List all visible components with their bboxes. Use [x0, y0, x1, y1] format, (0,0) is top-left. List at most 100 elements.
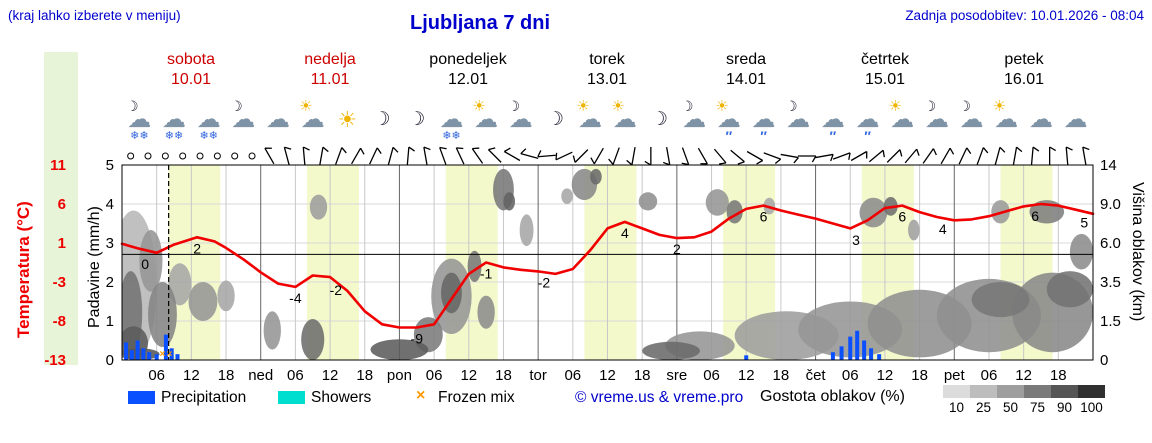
x-tick-label: 18	[495, 367, 512, 384]
weather-icon: ☽ ☁	[920, 99, 954, 146]
x-tick-label: pon	[387, 367, 412, 384]
day-date: 15.01	[864, 71, 906, 88]
calm-wind-icon	[231, 152, 239, 160]
x-tick-label: 06	[842, 367, 859, 384]
wind-barb-icon	[916, 148, 920, 156]
weather-icon: ☽ ☁	[781, 99, 815, 146]
snow-icon: ❄❄	[442, 130, 461, 142]
cloud-blob	[1046, 271, 1093, 308]
calm-wind-icon	[144, 152, 152, 160]
density-tick-label: 75	[1029, 400, 1046, 415]
precip-bar	[869, 348, 874, 360]
weather-icon: ☁ ❄❄	[192, 100, 226, 146]
sun-icon: ☀	[611, 98, 625, 115]
cloud-icon: ☁	[1063, 106, 1088, 133]
cloud-icon: ☁	[890, 106, 915, 133]
wind-barb-icon	[1082, 146, 1090, 151]
cloud-blob	[477, 295, 495, 329]
cloud-blob	[370, 339, 429, 360]
x-tick-label: čet	[806, 367, 827, 384]
x-tick-label: 18	[773, 367, 790, 384]
cloud-icon: ☁	[300, 106, 325, 133]
wind-barb-icon	[471, 148, 484, 164]
day-name: petek	[1004, 51, 1044, 68]
sun-icon: ☀	[472, 98, 486, 115]
x-tick-label: 06	[148, 367, 165, 384]
temp-tick-label: 11	[50, 157, 66, 174]
day-date: 10.01	[170, 71, 212, 88]
drizzle-icon: ″	[829, 128, 837, 144]
cloud-icon: ☁	[855, 106, 880, 133]
wind-barb-icon	[351, 147, 362, 165]
moon-icon: ☽	[546, 109, 564, 130]
credit-link[interactable]: © vreme.us & vreme.pro	[575, 389, 744, 406]
day-header-petek: petek 16.01	[954, 50, 1094, 90]
wind-barb-icon	[1012, 147, 1018, 165]
plot-frame	[121, 164, 1094, 361]
temperature-value-label: -2	[538, 274, 551, 290]
x-tick-label: 12	[738, 367, 755, 384]
density-swatch	[997, 385, 1024, 398]
wind-barb-icon	[1082, 147, 1087, 165]
wind-barb-icon	[423, 147, 428, 165]
x-tick-label: 12	[599, 367, 616, 384]
x-tick-label: 06	[287, 367, 304, 384]
moon-icon: ☽	[784, 98, 798, 114]
temperature-value-label: 3	[852, 232, 860, 248]
wind-barb-icon	[815, 153, 834, 159]
sun-icon: ☀	[337, 107, 358, 132]
wind-barb-icon	[555, 151, 573, 161]
cloud-icon: ☁	[266, 106, 291, 133]
moon-icon: ☽	[230, 98, 243, 114]
precip-tick-label: 3	[106, 235, 114, 252]
wind-barb-icon	[774, 158, 782, 165]
day-date: 11.01	[310, 71, 350, 88]
legend-frozen-label: Frozen mix	[438, 389, 515, 406]
temp-tick-label: 6	[58, 196, 66, 213]
wind-barb-icon	[932, 148, 937, 156]
precip-tick-label: 5	[106, 157, 114, 174]
wind-barb-icon	[487, 149, 502, 163]
wind-barb-icon	[1065, 146, 1069, 166]
wind-barb-icon	[949, 147, 955, 155]
temperature-value-label: 4	[939, 221, 947, 237]
temperature-value-label: -4	[289, 290, 302, 306]
weather-icon: ☁	[1024, 100, 1058, 146]
day-date: 12.01	[447, 71, 489, 88]
cloud-density-scale	[943, 385, 1105, 398]
wind-barb-icon	[335, 147, 343, 165]
weather-icon: ☽ ☁	[955, 99, 989, 146]
weather-icon: ☁ ″	[747, 100, 781, 146]
x-tick-label: 12	[183, 367, 200, 384]
cloud-blob	[519, 214, 534, 247]
wind-barb-row	[127, 146, 1090, 166]
wind-barb-icon	[644, 160, 652, 166]
location-menu-hint[interactable]: (kraj lahko izberete v meniju)	[8, 8, 181, 23]
precip-bar	[862, 340, 867, 360]
wind-barb-icon	[341, 147, 347, 154]
wind-barb-icon	[387, 147, 394, 165]
cloud-blob	[561, 188, 573, 204]
wind-barb-icon	[439, 146, 447, 150]
density-swatch	[970, 385, 997, 398]
wind-barb-icon	[392, 146, 399, 153]
day-name: četrtek	[860, 51, 909, 68]
density-tick-label: 90	[1056, 400, 1073, 415]
cloud-blob	[590, 168, 602, 185]
wind-barb-icon	[697, 147, 708, 165]
wind-barb-icon	[763, 152, 781, 160]
wind-barb-icon	[665, 147, 671, 165]
precip-bar	[129, 350, 134, 360]
temperature-value-label: -1	[480, 266, 493, 282]
wind-barb-icon	[593, 147, 604, 165]
cloud-blob	[503, 192, 516, 211]
precip-bar	[169, 348, 174, 360]
snow-icon: ❄❄	[130, 130, 149, 142]
wind-barb-icon	[264, 147, 275, 165]
x-tick-label: 06	[426, 367, 443, 384]
cloud-icon: ☁	[786, 106, 811, 133]
weather-icon: ☁ ❄❄	[434, 100, 468, 146]
cloud-icon: ☁	[959, 106, 984, 133]
moon-icon: ☽	[680, 98, 694, 114]
